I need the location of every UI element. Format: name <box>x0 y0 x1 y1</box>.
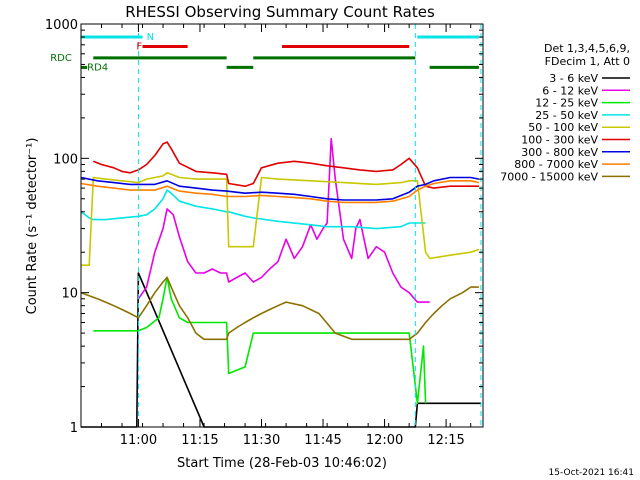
legend-header-2: FDecim 1, Att 0 <box>545 55 630 68</box>
legend-label-3: 12 - 25 keV <box>535 97 598 110</box>
flag-label-f: F <box>136 41 142 52</box>
series-layer <box>80 137 481 428</box>
x-axis-label: Start Time (28-Feb-03 10:46:02) <box>177 456 387 471</box>
flag-label-rd4: RD4 <box>87 62 108 73</box>
plot-timestamp: 15-Oct-2021 16:41 <box>549 468 634 478</box>
series-line-7 <box>80 176 480 201</box>
y-axis-label: Count Rate (s⁻¹ detector⁻¹) <box>25 138 40 315</box>
y-tick-label-1: 1 <box>70 421 78 436</box>
flag-layer: NF RDC RD4 <box>50 32 479 73</box>
y-tick-label-4: 1000 <box>45 18 78 33</box>
series-line-3 <box>93 276 427 405</box>
chart-title: RHESSI Observing Summary Count Rates <box>125 3 435 21</box>
y-tick-label-3: 100 <box>53 152 78 167</box>
legend-label-5: 50 - 100 keV <box>528 121 598 134</box>
series-line-5 <box>81 172 480 266</box>
plot-frame <box>80 23 484 428</box>
flag-label-rdc: RDC <box>50 53 72 64</box>
legend-header-1: Det 1,3,4,5,6,9, <box>544 42 630 55</box>
marker-layer <box>137 24 482 427</box>
x-tick-label-4: 11:45 <box>304 433 341 448</box>
legend-label-6: 100 - 300 keV <box>521 134 598 147</box>
legend-label-8: 800 - 7000 keV <box>514 158 598 171</box>
series-line-4 <box>80 189 426 230</box>
flag-label-n: N <box>147 32 154 43</box>
legend-label-7: 300 - 800 keV <box>521 146 598 159</box>
series-line-8 <box>80 180 480 204</box>
legend-label-1: 3 - 6 keV <box>549 72 598 85</box>
series-line-9 <box>80 276 479 341</box>
legend-label-9: 7000 - 15000 keV <box>500 170 598 183</box>
x-tick-label-1: 11:00 <box>120 433 157 448</box>
x-tick-label-6: 12:15 <box>427 433 464 448</box>
x-tick-label-2: 11:15 <box>181 433 218 448</box>
legend-label-2: 6 - 12 keV <box>542 84 598 97</box>
series-line-2 <box>137 137 430 303</box>
y-tick-label-2: 10 <box>61 287 78 302</box>
axis-layer: 11:00 11:15 11:30 11:45 12:00 12:15 1 10 100 1000 <box>45 18 483 448</box>
legend: Det 1,3,4,5,6,9,FDecim 1, Att 0 3 - 6 keV… <box>500 42 630 183</box>
x-tick-label-5: 12:00 <box>366 433 403 448</box>
series-line-6 <box>93 141 479 189</box>
legend-label-4: 25 - 50 keV <box>535 109 598 122</box>
x-tick-label-3: 11:30 <box>243 433 280 448</box>
